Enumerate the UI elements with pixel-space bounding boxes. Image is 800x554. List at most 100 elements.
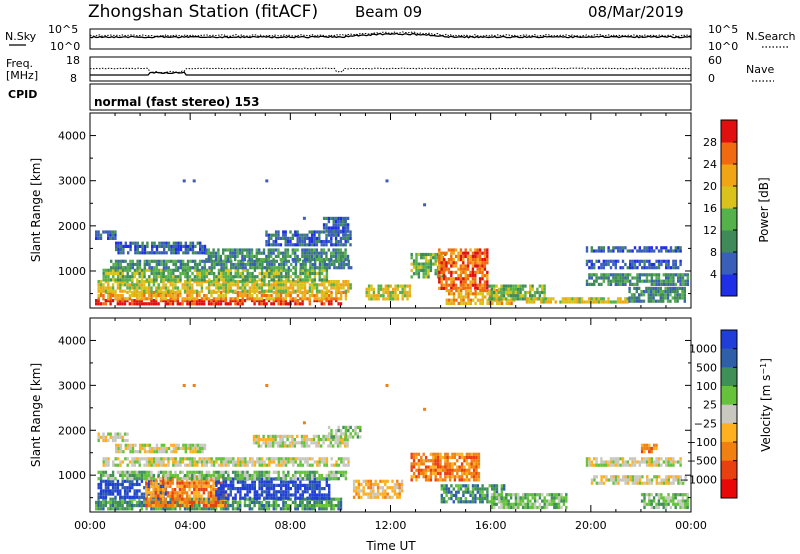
echo-cell xyxy=(440,264,443,268)
echo-cell xyxy=(308,463,312,467)
echo-cell xyxy=(133,286,136,290)
echo-cell xyxy=(638,249,641,253)
echo-cell xyxy=(602,262,605,267)
echo-cell xyxy=(344,258,347,262)
echo-cell xyxy=(396,284,400,288)
echo-cell xyxy=(155,251,159,255)
echo-cell xyxy=(330,259,334,263)
echo-cell xyxy=(107,507,110,511)
echo-cell xyxy=(595,276,598,280)
echo-cell xyxy=(164,294,168,298)
echo-cell xyxy=(150,278,153,282)
echo-cell xyxy=(653,279,656,283)
echo-cell xyxy=(263,266,266,270)
echo-cell xyxy=(174,262,178,267)
echo-cell xyxy=(322,258,326,262)
echo-cell xyxy=(133,283,136,287)
echo-cell xyxy=(145,497,148,501)
echo-cell xyxy=(114,271,117,276)
echo-cell xyxy=(162,290,165,294)
echo-cell xyxy=(175,244,178,248)
echo-cell xyxy=(292,463,295,467)
echo-cell xyxy=(227,280,230,284)
echo-cell xyxy=(119,251,123,255)
echo-cell xyxy=(102,302,105,306)
echo-cell xyxy=(229,289,232,293)
echo-cell xyxy=(339,229,343,233)
echo-cell xyxy=(479,301,482,305)
echo-cell xyxy=(104,438,108,443)
echo-cell xyxy=(231,297,235,301)
echo-cell xyxy=(179,248,183,252)
echo-cell xyxy=(152,481,155,485)
echo-cell xyxy=(306,233,309,237)
echo-cell xyxy=(451,465,454,469)
echo-cell xyxy=(203,477,206,481)
echo-cell xyxy=(357,495,361,499)
echo-cell xyxy=(143,262,146,267)
echo-cell xyxy=(164,504,167,508)
echo-cell xyxy=(202,504,206,508)
echo-cell xyxy=(138,290,141,294)
echo-cell xyxy=(284,254,287,258)
echo-cell xyxy=(176,460,180,464)
echo-cell xyxy=(311,496,314,500)
echo-cell xyxy=(157,275,161,279)
echo-cell xyxy=(595,273,598,277)
echo-cell xyxy=(440,280,443,284)
echo-cell xyxy=(306,463,309,467)
echo-cell xyxy=(424,275,428,279)
echo-cell xyxy=(446,471,449,476)
echo-cell xyxy=(234,268,237,272)
echo-cell xyxy=(209,488,213,492)
echo-cell xyxy=(483,267,487,271)
echo-cell xyxy=(198,302,201,306)
echo-cell xyxy=(229,251,232,255)
echo-cell xyxy=(251,460,254,464)
echo-cell xyxy=(571,297,574,301)
echo-cell xyxy=(330,297,333,301)
echo-cell xyxy=(265,230,268,234)
echo-cell xyxy=(171,294,175,298)
echo-cell xyxy=(320,493,324,497)
echo-cell xyxy=(681,279,685,283)
echo-cell xyxy=(119,492,122,496)
echo-cell xyxy=(417,459,421,463)
echo-cell xyxy=(303,254,306,258)
echo-cell xyxy=(164,473,168,478)
echo-cell xyxy=(222,268,225,272)
echo-cell xyxy=(308,507,311,511)
echo-cell xyxy=(265,480,268,484)
echo-cell xyxy=(114,432,117,436)
echo-cell xyxy=(243,470,247,474)
echo-cell xyxy=(344,243,347,247)
echo-cell xyxy=(320,444,323,448)
echo-cell xyxy=(128,477,132,481)
echo-cell xyxy=(305,434,308,438)
echo-cell xyxy=(234,266,238,270)
echo-cell xyxy=(171,497,174,501)
echo-cell xyxy=(377,294,380,298)
echo-cell xyxy=(472,455,476,460)
echo-cell xyxy=(277,275,281,279)
echo-cell xyxy=(642,290,646,294)
echo-cell xyxy=(128,482,132,487)
echo-cell xyxy=(181,286,184,290)
echo-cell xyxy=(468,465,471,469)
echo-cell xyxy=(327,425,331,429)
echo-cell xyxy=(209,478,213,482)
echo-cell xyxy=(677,249,680,253)
echo-cell xyxy=(607,249,610,253)
echo-cell xyxy=(261,259,264,263)
echo-cell xyxy=(614,279,617,283)
echo-cell xyxy=(212,463,216,467)
echo-cell xyxy=(133,294,136,298)
echo-cell xyxy=(291,280,295,284)
echo-cell xyxy=(183,491,186,495)
echo-cell xyxy=(332,477,336,481)
echo-cell xyxy=(246,463,249,467)
echo-cell xyxy=(580,300,584,304)
echo-cell xyxy=(377,290,380,295)
echo-cell xyxy=(420,262,423,266)
echo-cell xyxy=(607,300,610,304)
